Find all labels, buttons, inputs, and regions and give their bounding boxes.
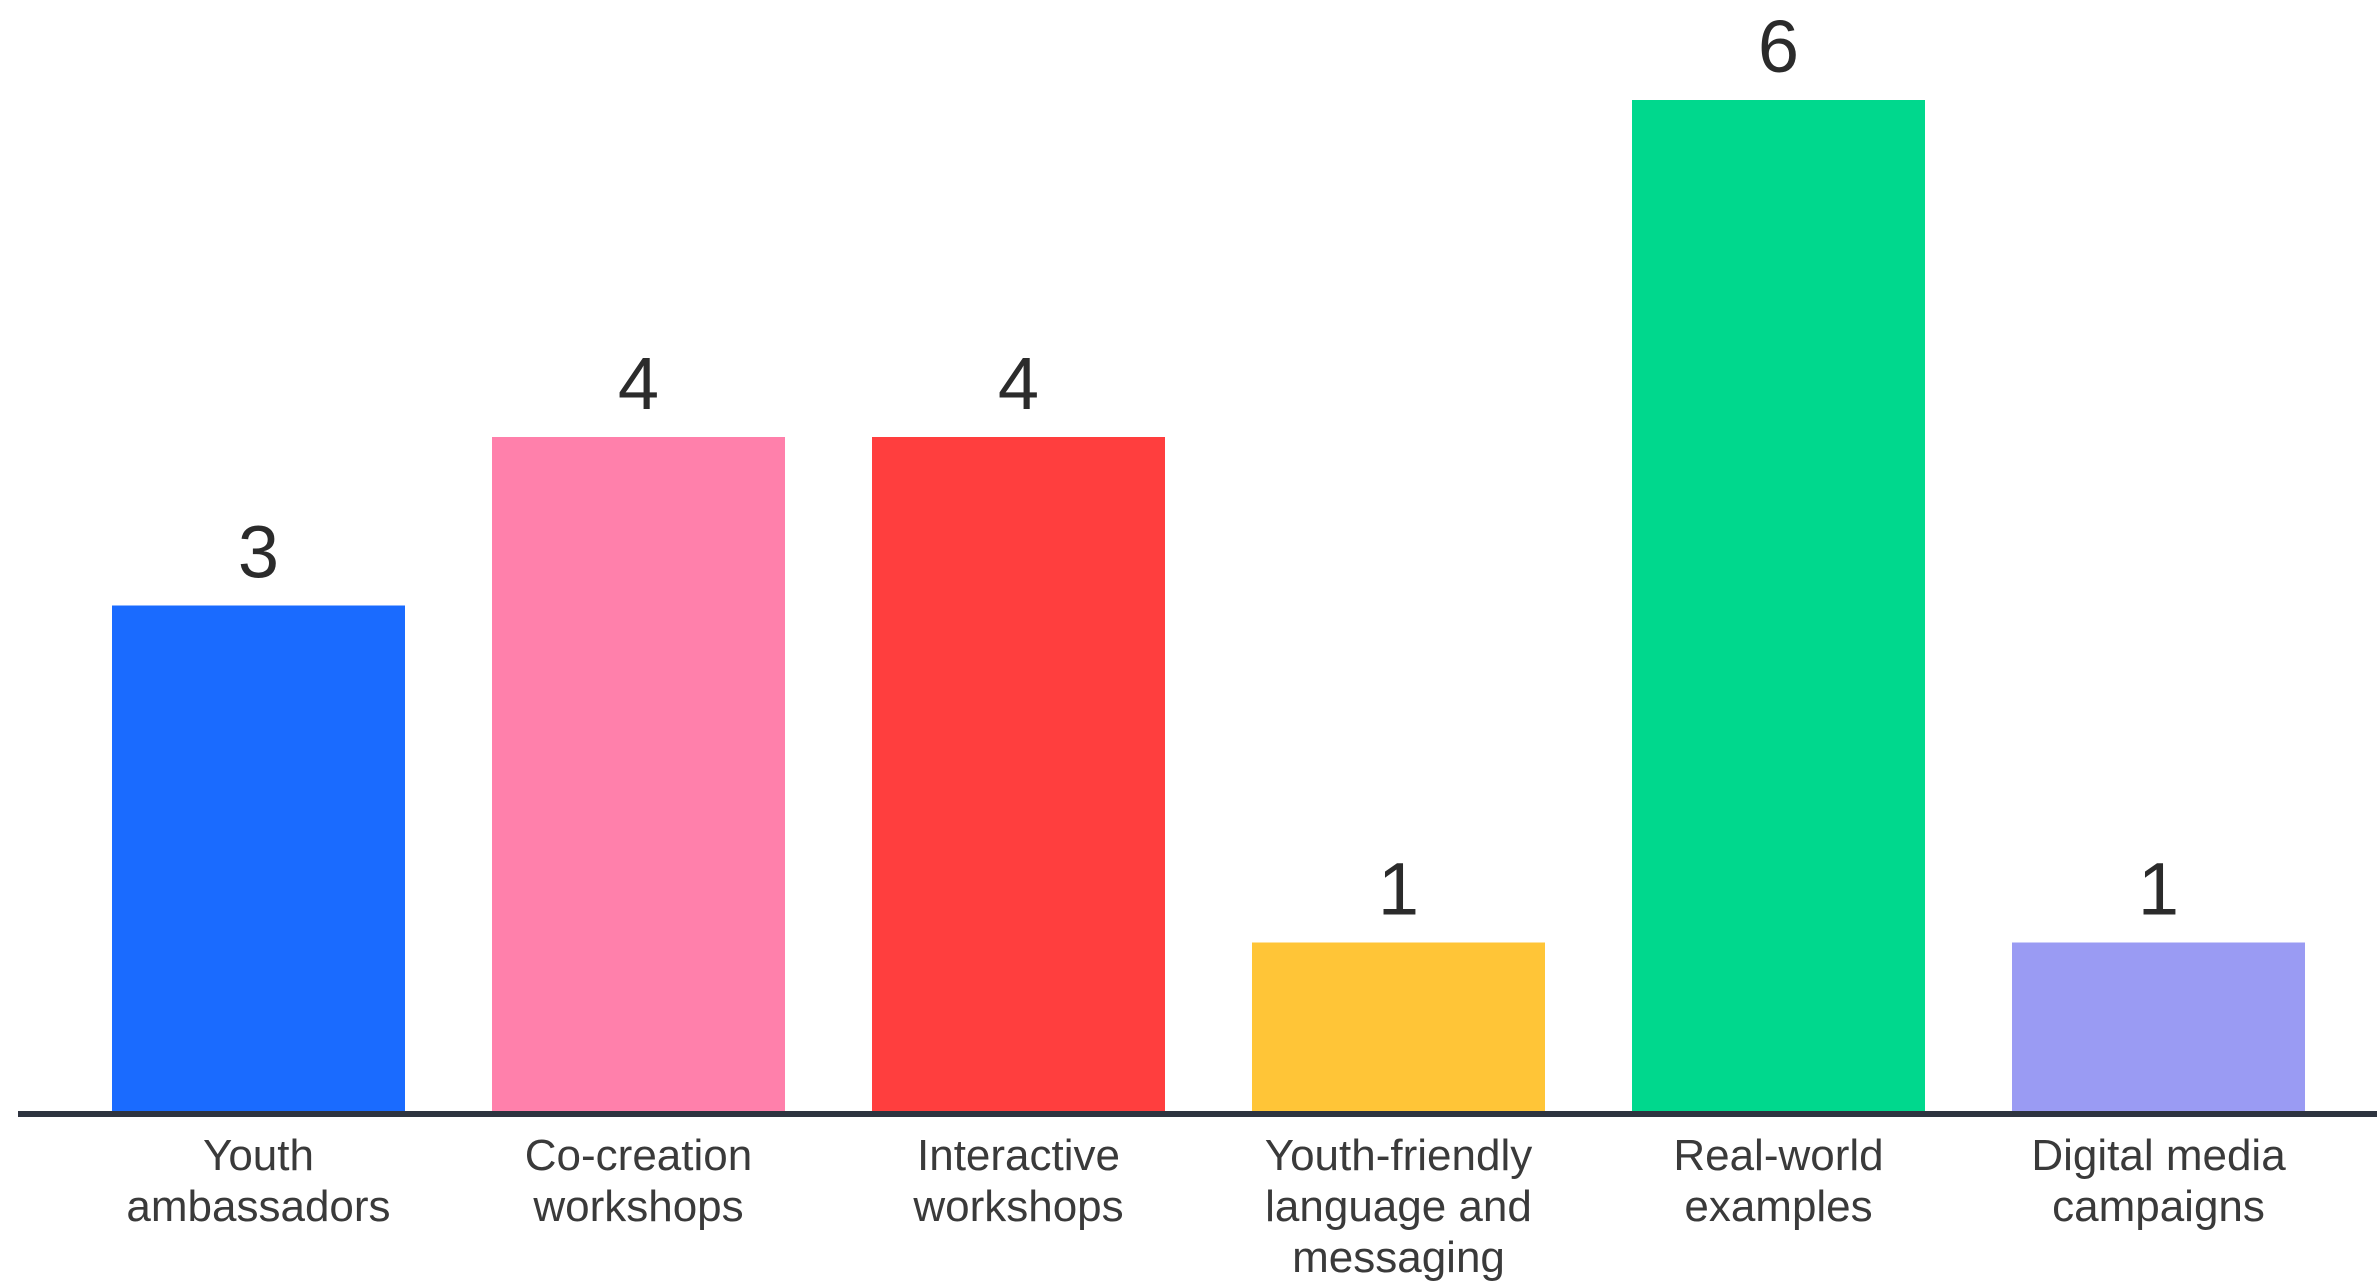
value-label-5: 1: [2138, 848, 2179, 931]
value-labels-group: 3 4 4 1 6 1: [238, 5, 2179, 931]
category-label-0-line-0: Youth: [203, 1131, 314, 1180]
category-label-5-line-1: campaigns: [2052, 1182, 2265, 1231]
category-label-1-line-0: Co-creation: [525, 1131, 752, 1180]
value-label-1: 4: [618, 342, 659, 425]
category-label-4: Real-world examples: [1673, 1131, 1883, 1231]
category-label-1: Co-creation workshops: [525, 1131, 752, 1231]
bar-1: [492, 437, 785, 1111]
bar-4: [1632, 100, 1925, 1111]
bar-2: [872, 437, 1165, 1111]
value-label-3: 1: [1378, 848, 1419, 931]
category-label-2-line-1: workshops: [912, 1182, 1123, 1231]
category-label-4-line-1: examples: [1684, 1182, 1872, 1231]
category-label-4-line-0: Real-world: [1673, 1131, 1883, 1180]
bar-3: [1252, 942, 1545, 1111]
category-label-3-line-0: Youth-friendly: [1265, 1131, 1532, 1180]
category-label-2: Interactive workshops: [912, 1131, 1123, 1231]
category-label-3: Youth-friendly language and messaging: [1265, 1131, 1532, 1281]
category-label-0: Youth ambassadors: [126, 1131, 390, 1231]
bar-0: [112, 605, 405, 1111]
category-label-0-line-1: ambassadors: [126, 1182, 390, 1231]
category-label-5: Digital media campaigns: [2031, 1131, 2286, 1231]
value-label-4: 6: [1758, 5, 1799, 88]
bars-group: [112, 100, 2305, 1111]
value-label-2: 4: [998, 342, 1039, 425]
category-label-5-line-0: Digital media: [2031, 1131, 2286, 1180]
value-label-0: 3: [238, 511, 279, 594]
category-label-3-line-1: language and: [1265, 1182, 1532, 1231]
category-label-3-line-2: messaging: [1292, 1233, 1505, 1281]
category-label-1-line-1: workshops: [532, 1182, 743, 1231]
bar-5: [2012, 942, 2305, 1111]
category-label-2-line-0: Interactive: [917, 1131, 1120, 1180]
